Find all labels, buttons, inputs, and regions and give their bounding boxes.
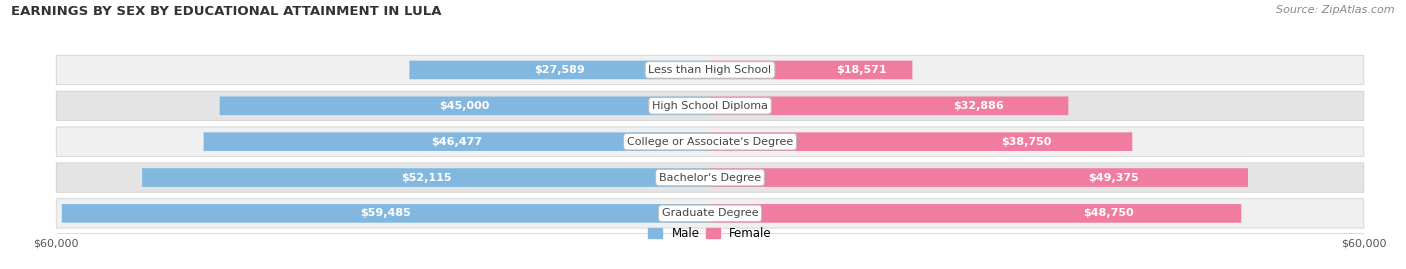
FancyBboxPatch shape <box>56 55 1364 85</box>
FancyBboxPatch shape <box>204 132 710 151</box>
FancyBboxPatch shape <box>56 163 1364 192</box>
FancyBboxPatch shape <box>142 168 710 187</box>
Text: $38,750: $38,750 <box>1001 137 1052 147</box>
FancyBboxPatch shape <box>62 204 710 223</box>
Text: $59,485: $59,485 <box>360 208 412 218</box>
Text: College or Associate's Degree: College or Associate's Degree <box>627 137 793 147</box>
Text: Graduate Degree: Graduate Degree <box>662 208 758 218</box>
FancyBboxPatch shape <box>56 199 1364 228</box>
Text: $46,477: $46,477 <box>432 137 482 147</box>
Text: Source: ZipAtlas.com: Source: ZipAtlas.com <box>1277 5 1395 15</box>
FancyBboxPatch shape <box>710 204 1241 223</box>
Text: $49,375: $49,375 <box>1088 172 1139 183</box>
FancyBboxPatch shape <box>56 91 1364 121</box>
Text: $18,571: $18,571 <box>837 65 887 75</box>
Text: Less than High School: Less than High School <box>648 65 772 75</box>
FancyBboxPatch shape <box>219 97 710 115</box>
FancyBboxPatch shape <box>710 132 1132 151</box>
Text: $32,886: $32,886 <box>953 101 1004 111</box>
Text: $27,589: $27,589 <box>534 65 585 75</box>
Text: $48,750: $48,750 <box>1083 208 1133 218</box>
Text: $45,000: $45,000 <box>440 101 491 111</box>
Legend: Male, Female: Male, Female <box>648 227 772 240</box>
FancyBboxPatch shape <box>710 168 1249 187</box>
Text: EARNINGS BY SEX BY EDUCATIONAL ATTAINMENT IN LULA: EARNINGS BY SEX BY EDUCATIONAL ATTAINMEN… <box>11 5 441 18</box>
FancyBboxPatch shape <box>710 97 1069 115</box>
Text: High School Diploma: High School Diploma <box>652 101 768 111</box>
Text: $52,115: $52,115 <box>401 172 451 183</box>
FancyBboxPatch shape <box>710 61 912 79</box>
FancyBboxPatch shape <box>56 127 1364 156</box>
FancyBboxPatch shape <box>409 61 710 79</box>
Text: Bachelor's Degree: Bachelor's Degree <box>659 172 761 183</box>
